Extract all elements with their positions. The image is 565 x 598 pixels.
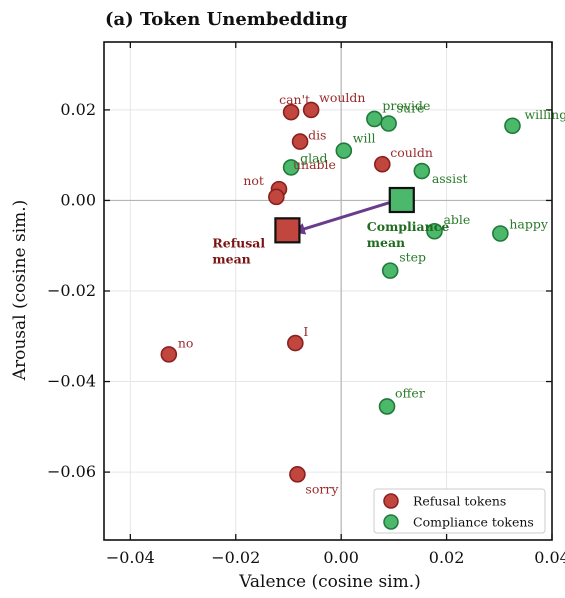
mean-arrow-line [292, 199, 396, 235]
compliance-point-label: sure [397, 100, 425, 115]
y-tick-label: −0.06 [47, 462, 96, 481]
refusal-point-label: dis [308, 128, 326, 143]
compliance-point [381, 262, 399, 279]
refusal-point [282, 103, 300, 121]
chart-title: (a) Token Unembedding [105, 9, 348, 30]
refusal-point-label: unable [293, 157, 336, 172]
refusal-point-label: not [243, 173, 264, 188]
legend-marker [383, 514, 399, 530]
zero-lines [104, 42, 552, 540]
legend-box [373, 488, 546, 534]
refusal-point-label: sorry [305, 481, 339, 496]
refusal-mean-label: mean [212, 251, 250, 266]
compliance-point [426, 222, 443, 240]
compliance-point [492, 225, 509, 242]
refusal-point-label: can't [279, 92, 310, 107]
point-labels: can't wouldn dis couldn unable not Ino sorry pro… [178, 90, 565, 496]
refusal-mean-label: Refusal [212, 235, 265, 250]
refusal-point [289, 466, 306, 483]
y-tick-label: 0.02 [60, 100, 96, 119]
compliance-mean-marker [388, 186, 415, 214]
y-tick-label: −0.04 [47, 372, 96, 391]
axis-ticks: −0.04 −0.02 0.00 0.02 0.04 0.02 0.00 −0.02 −0.04… [47, 42, 565, 567]
legend-entry-label: Compliance tokens [413, 515, 534, 530]
x-axis-label: Valence (cosine sim.) [238, 572, 421, 592]
refusal-point [291, 133, 309, 150]
legend: Refusal tokens Compliance tokens [373, 488, 546, 534]
refusal-point [302, 101, 320, 119]
compliance-mean-label: Compliance [367, 219, 450, 234]
x-tick-label: 0.02 [429, 548, 465, 567]
refusal-point-label: no [178, 335, 194, 350]
compliance-point [504, 117, 521, 135]
data-points [160, 101, 521, 483]
refusal-point-label: wouldn [319, 90, 365, 105]
refusal-point-label: I [303, 324, 308, 339]
compliance-mean-label: mean [367, 235, 405, 250]
refusal-point [268, 188, 285, 206]
grid [104, 42, 553, 540]
y-axis-label: Arousal (cosine sim.) [10, 200, 30, 382]
mean-arrow [292, 199, 396, 235]
compliance-point-label: able [443, 212, 470, 227]
refusal-point [160, 346, 178, 363]
compliance-point [282, 159, 300, 176]
compliance-point-label: assist [432, 171, 468, 186]
compliance-point [380, 115, 397, 132]
y-tick-label: 0.00 [60, 190, 96, 209]
refusal-point [287, 334, 304, 352]
compliance-point [378, 398, 396, 415]
compliance-point [413, 162, 431, 180]
x-tick-label: −0.02 [211, 548, 260, 567]
refusal-point [373, 155, 391, 173]
x-tick-label: −0.04 [106, 548, 155, 567]
compliance-point-label: happy [509, 217, 549, 232]
x-tick-label: 0.00 [323, 548, 359, 567]
x-tick-label: 0.04 [534, 548, 565, 567]
compliance-point [335, 142, 353, 159]
compliance-point-label: willing [524, 107, 565, 122]
compliance-point-label: step [399, 250, 426, 265]
compliance-point-label: provide [382, 98, 430, 113]
refusal-point-label: couldn [390, 145, 433, 160]
compliance-point-label: glad [300, 150, 327, 165]
compliance-point [366, 110, 383, 128]
refusal-mean-marker [274, 217, 301, 244]
legend-entry-label: Refusal tokens [413, 494, 506, 509]
legend-marker [383, 493, 399, 509]
compliance-point-label: will [353, 131, 376, 146]
y-tick-label: −0.02 [47, 281, 96, 300]
compliance-point-label: offer [395, 385, 425, 400]
